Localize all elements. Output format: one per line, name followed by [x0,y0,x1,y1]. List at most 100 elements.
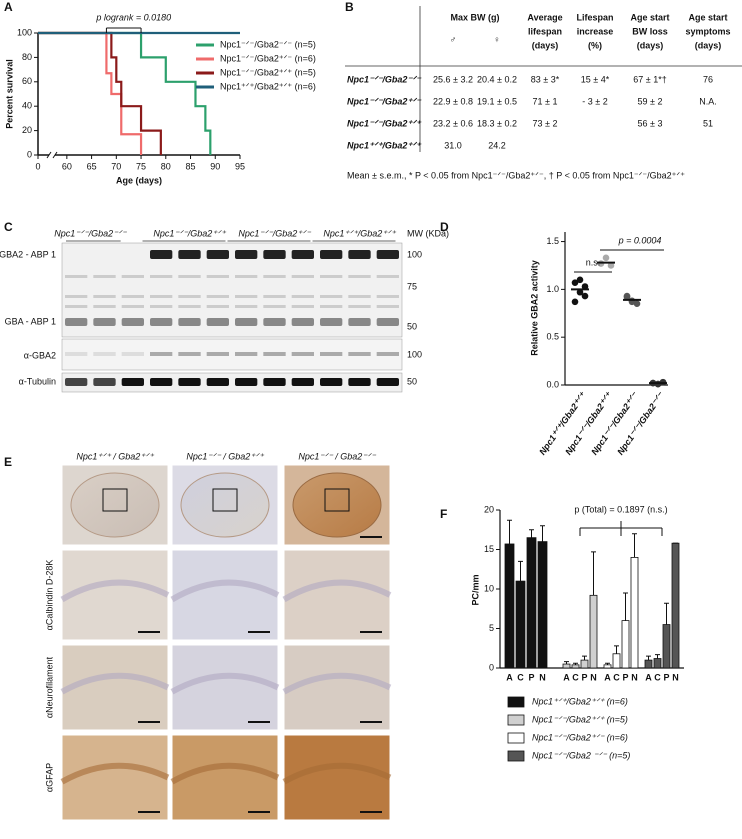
table-cell: 83 ± 3* [531,74,560,84]
table-cell: 59 ± 2 [638,96,663,106]
x-tick-label: P [663,672,669,682]
blot-band [235,318,258,326]
blot-band [206,352,229,356]
error-bar [664,602,669,625]
blot-band [291,250,314,259]
error-bar [582,655,587,661]
bar [653,658,662,669]
micrograph [283,644,391,731]
bar [504,543,515,669]
inset-box [212,488,238,512]
blot-band [263,295,286,298]
x-tick-label: Npc1⁺ᐟ⁺/Gba2⁺ᐟ⁺ [537,390,588,457]
error-bar [623,592,628,621]
cerebellum-section [70,472,160,538]
survival-curve [38,31,143,155]
blot-band [150,352,173,356]
table-cell: 25.6 ± 3.2 [433,74,473,84]
data-point [602,254,610,262]
panel-letter: B [345,0,354,14]
histology-column-label: Npc1⁻ᐟ⁻ / Gba2⁻ᐟ⁻ [298,451,376,461]
blot-band [150,378,173,386]
blot-band [150,295,173,298]
tissue-layer [282,762,392,785]
blot-band [235,275,258,278]
y-tick-label: 80 [22,52,32,62]
error-bar [646,655,651,661]
table-header: BW loss [632,26,668,36]
inset-box [324,488,350,512]
blot-band [348,352,371,356]
table-header: lifespan [528,26,562,36]
blot-band [121,295,144,298]
error-bar [614,645,619,654]
error-bar [507,519,512,544]
blot-band [65,275,88,278]
table-cell: 31.0 [444,140,462,150]
legend-label: Npc1⁻ᐟ⁻/Gba2⁺ᐟ⁺ (n=5) [532,714,628,724]
data-point [581,283,589,290]
error-bar [529,529,534,538]
table-cell: 73 ± 2 [533,118,558,128]
blot-band [65,305,88,308]
blot-band [150,250,173,259]
y-axis-label: Percent survival [4,59,14,129]
blot-band [178,275,201,278]
y-tick-label: 40 [22,101,32,111]
mw-marker: 100 [407,249,422,259]
lane-group-label: Npc1⁺ᐟ⁺/Gba2⁺ᐟ⁺ [323,228,396,238]
legend-swatch [507,732,525,744]
table-cell: 67 ± 1*† [633,74,666,84]
blot-band [291,378,314,386]
table-cell: 23.2 ± 0.6 [433,118,473,128]
legend-label: Npc1⁻ᐟ⁻/Gba2⁺ᐟ⁻ (n=6) [532,732,628,742]
y-tick-label: 0.5 [546,332,559,342]
legend-label: Npc1⁺ᐟ⁺/Gba2⁺ᐟ⁺ (n=6) [220,81,316,91]
error-bar [573,662,578,665]
table-header: symptoms [685,26,730,36]
x-tick-label: 85 [186,161,196,171]
blot-band [235,250,258,259]
blot-band [93,378,116,386]
error-bar [605,662,610,665]
micrograph [283,734,391,821]
bar [671,542,680,669]
bar [562,663,571,669]
blot-band [348,250,371,259]
blot-row-label: GBA2 - ABP 1 [0,249,56,259]
tissue-layer [170,672,280,695]
lane-group-label: Npc1⁻ᐟ⁻/Gba2⁻ᐟ⁻ [54,228,127,238]
blot-band [291,352,314,356]
x-tick-label: 60 [62,161,72,171]
x-tick-label: N [539,672,546,682]
blot-band [376,378,399,386]
legend-label: Npc1⁻ᐟ⁻/Gba2⁻ᐟ⁻ (n=5) [220,39,316,49]
bar [662,624,671,669]
table-header: (%) [588,40,602,50]
x-tick-label: A [604,672,611,682]
blot-band [235,378,258,386]
blot-band [178,295,201,298]
micrograph [283,549,391,641]
x-axis-label: Age (days) [116,175,162,185]
y-tick-label: 20 [484,504,494,514]
blot-band [348,378,371,386]
y-tick-label: 20 [22,125,32,135]
data-point [571,279,579,286]
histology-row-label: αGFAP [44,763,54,792]
error-bar [591,551,596,596]
y-tick-label: 10 [484,583,494,593]
blot-band [121,318,144,326]
table-header: Average [527,12,562,22]
x-tick-label: 75 [136,161,146,171]
blot-band [235,305,258,308]
blot-band [291,318,314,326]
x-tick-label: N [631,672,638,682]
y-tick-label: 1.5 [546,236,559,246]
panel-letter: F [440,507,447,521]
x-tick-label: A [563,672,570,682]
histology-column-label: Npc1⁺ᐟ⁺ / Gba2⁺ᐟ⁺ [76,451,154,461]
blot-band [348,305,371,308]
bar [644,659,653,669]
blot-band [263,318,286,326]
